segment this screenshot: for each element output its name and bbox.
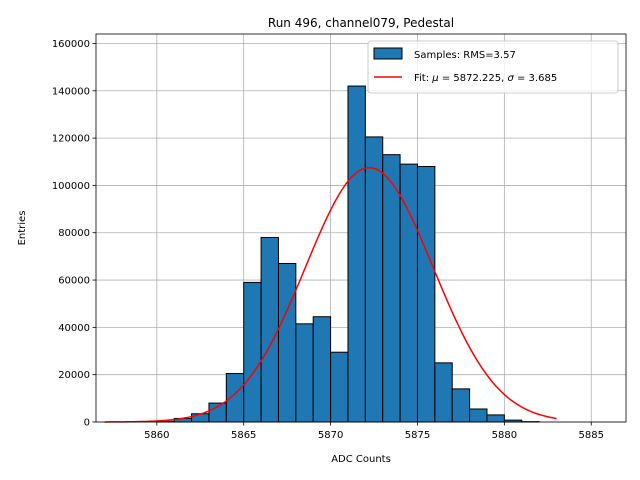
histogram-bar [225, 373, 245, 423]
y-axis-ticks: 0 20000 40000 60000 80000 100000 120000 140000 1… [52, 39, 96, 429]
histogram-bar [469, 408, 488, 423]
fit-curve [104, 166, 557, 423]
legend-fit-label: Fit: μ = 5872.225, σ = 3.685 [414, 73, 557, 84]
y-tick-label: 120000 [52, 134, 90, 145]
x-axis-title: ADC Counts [331, 454, 391, 465]
mu-symbol: μ [431, 73, 438, 84]
y-tick-label: 20000 [58, 370, 90, 381]
y-axis-title: Entries [17, 211, 28, 246]
x-tick-label: 5870 [318, 430, 343, 441]
histogram-bar [416, 165, 436, 423]
x-tick-label: 5885 [579, 430, 604, 441]
histogram-bar [434, 362, 453, 423]
plot-area-frame [95, 33, 627, 423]
histogram-bar [277, 262, 297, 423]
histogram-bar [364, 136, 384, 423]
histogram-bar [260, 236, 279, 423]
histogram-bar [295, 323, 314, 423]
histogram-bar [347, 85, 366, 423]
x-tick-label: 5865 [231, 430, 256, 441]
legend-histogram-label: Samples: RMS=3.57 [414, 50, 516, 61]
legend-histogram-swatch [373, 47, 403, 60]
legend: Samples: RMS=3.57 Fit: μ = 5872.225, σ =… [367, 40, 619, 94]
sigma-symbol: σ [507, 73, 514, 84]
x-tick-label: 5860 [144, 430, 169, 441]
y-tick-label: 40000 [58, 323, 90, 334]
histogram-bars [156, 85, 540, 423]
x-axis-ticks: 5860 5865 5870 5875 5880 5885 [144, 422, 604, 441]
x-tick-label: 5880 [492, 430, 517, 441]
legend-fit-mu-value: = 5872.225, [439, 73, 508, 84]
y-tick-label: 140000 [52, 86, 90, 97]
legend-fit-sigma-value: = 3.685 [514, 73, 557, 84]
y-tick-label: 80000 [58, 228, 90, 239]
histogram-bar [382, 154, 401, 423]
histogram-bar [312, 316, 332, 423]
histogram-bar [243, 281, 262, 423]
y-tick-label: 60000 [58, 276, 90, 287]
y-tick-label: 0 [84, 418, 90, 429]
x-tick-label: 5875 [405, 430, 430, 441]
chart-title: Run 496, channel079, Pedestal [268, 16, 454, 30]
y-tick-label: 160000 [52, 39, 90, 50]
histogram-bar [399, 163, 418, 423]
legend-box [367, 40, 619, 94]
legend-fit-prefix: Fit: [414, 73, 432, 84]
histogram-bar [486, 414, 505, 423]
histogram-bar [451, 388, 471, 423]
y-tick-label: 100000 [52, 181, 90, 192]
histogram-bar [330, 351, 349, 423]
